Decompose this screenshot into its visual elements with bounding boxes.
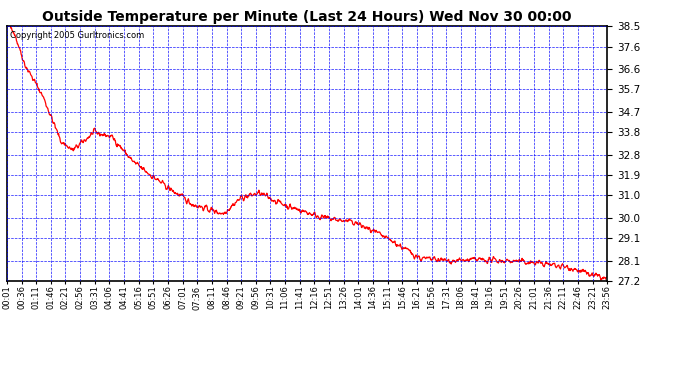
Title: Outside Temperature per Minute (Last 24 Hours) Wed Nov 30 00:00: Outside Temperature per Minute (Last 24 … [42,10,572,24]
Text: Copyright 2005 Gurltronics.com: Copyright 2005 Gurltronics.com [10,32,144,40]
